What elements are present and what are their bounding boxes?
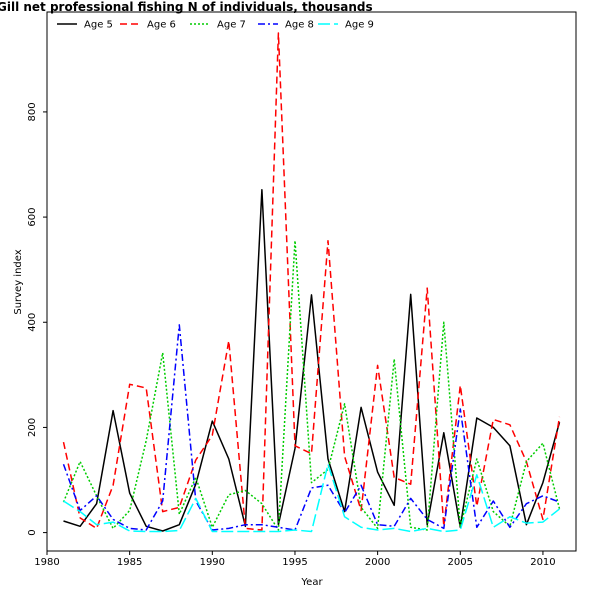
- y-axis-label: Survey index: [13, 249, 24, 314]
- x-axis-label: Year: [300, 577, 323, 588]
- x-tick-label: 1985: [117, 557, 142, 568]
- y-tick-label: 0: [27, 529, 38, 535]
- legend-label: Age 6: [147, 20, 176, 31]
- y-tick-label: 400: [27, 313, 38, 332]
- y-tick-label: 200: [27, 418, 38, 437]
- y-axis: 0 200 400 600 800: [27, 102, 47, 536]
- y-tick-label: 800: [27, 102, 38, 121]
- legend-label: Age 9: [345, 20, 374, 31]
- x-tick-label: 2010: [530, 557, 555, 568]
- y-tick-label: 600: [27, 208, 38, 227]
- series-line-age-7: [62, 239, 561, 531]
- legend-label: Age 8: [285, 20, 314, 31]
- x-tick-label: 1990: [200, 557, 225, 568]
- legend-label: Age 5: [84, 20, 113, 31]
- legend: Age 5 Age 6 Age 7 Age 8 Age 9: [57, 20, 374, 31]
- chart-title: Gill net professional fishing N of indiv…: [0, 0, 373, 14]
- x-axis: 1980 1985 1990 1995 2000 2005 2010: [34, 551, 556, 568]
- series-line-age-6: [62, 32, 561, 531]
- plot-frame: [46, 11, 577, 552]
- x-tick-label: 2005: [448, 557, 473, 568]
- x-tick-label: 1995: [282, 557, 307, 568]
- legend-label: Age 7: [217, 20, 246, 31]
- series-line-age-8: [62, 324, 560, 531]
- x-tick-label: 2000: [365, 557, 390, 568]
- series-line-age-5: [63, 188, 561, 532]
- series-lines: [62, 32, 561, 533]
- series-line-age-9: [63, 463, 560, 533]
- x-tick-label: 1980: [34, 557, 59, 568]
